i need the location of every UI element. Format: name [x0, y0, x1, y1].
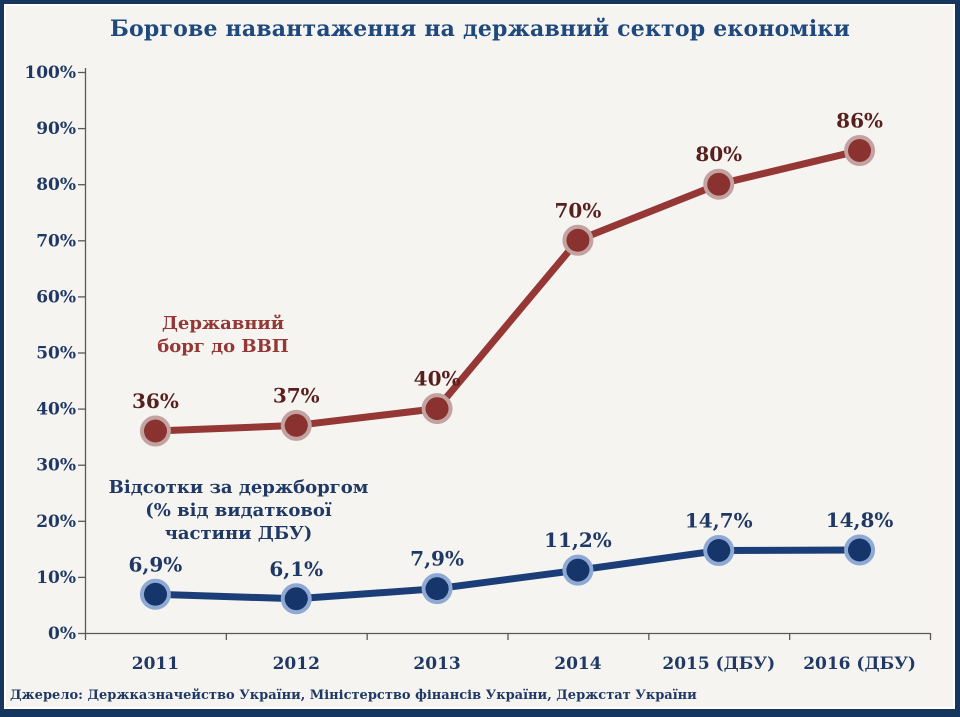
- data-point-ring: [139, 578, 171, 610]
- y-tick-label: 10%: [36, 568, 76, 588]
- data-point-marker: [848, 538, 872, 562]
- data-point-marker: [707, 539, 731, 563]
- data-point-label: 7,9%: [410, 547, 464, 571]
- data-point-marker: [284, 413, 308, 437]
- data-point-ring: [280, 583, 312, 615]
- data-point-label: 14,8%: [826, 508, 894, 532]
- data-point-ring: [703, 535, 735, 567]
- y-tick-label: 60%: [36, 287, 76, 307]
- data-point-ring: [844, 135, 876, 167]
- data-point-ring: [421, 573, 453, 605]
- x-axis-label: 2011: [132, 654, 179, 674]
- chart-title: Боргове навантаження на державний сектор…: [109, 16, 851, 42]
- series-line-0: [151, 147, 864, 435]
- data-point-ring: [562, 224, 594, 256]
- y-tick-label: 20%: [36, 512, 76, 532]
- y-tick-label: 0%: [48, 624, 76, 644]
- y-tick-label: 30%: [36, 456, 76, 476]
- data-point-label: 11,2%: [544, 528, 612, 552]
- y-tick-label: 70%: [36, 231, 76, 251]
- y-tick-label: 50%: [36, 344, 76, 364]
- x-axis-label: 2016 (ДБУ): [803, 654, 916, 674]
- data-point-marker: [566, 228, 590, 252]
- data-point-marker: [284, 587, 308, 611]
- series-line-1: [151, 546, 864, 603]
- y-tick-label: 40%: [36, 400, 76, 420]
- x-axis-label: 2012: [273, 654, 320, 674]
- data-point-ring: [139, 415, 171, 447]
- data-point-label: 36%: [132, 389, 179, 413]
- data-point-marker: [425, 577, 449, 601]
- data-point-label: 37%: [273, 383, 320, 407]
- data-point-marker: [143, 419, 167, 443]
- data-point-ring: [280, 409, 312, 441]
- data-point-label: 80%: [695, 142, 742, 166]
- source-note: Джерело: Держказначейство України, Мініс…: [10, 688, 697, 703]
- data-point-label: 6,1%: [269, 557, 323, 581]
- data-point-label: 40%: [414, 367, 461, 391]
- data-point-label: 14,7%: [685, 509, 753, 533]
- legend-interest-share: Відсотки за держборгом (% від видаткової…: [108, 477, 369, 544]
- y-tick-label: 80%: [36, 175, 76, 195]
- data-point-ring: [844, 534, 876, 566]
- data-point-marker: [707, 172, 731, 196]
- y-tick-label: 100%: [24, 63, 76, 83]
- data-point-ring: [703, 168, 735, 200]
- data-point-label: 70%: [554, 198, 601, 222]
- x-axis-label: 2013: [413, 654, 460, 674]
- data-point-label: 6,9%: [129, 552, 183, 576]
- data-point-ring: [421, 393, 453, 425]
- data-point-marker: [848, 139, 872, 163]
- x-axis-label: 2014: [554, 654, 601, 674]
- data-point-marker: [566, 558, 590, 582]
- data-point-ring: [562, 554, 594, 586]
- data-point-label: 86%: [836, 109, 883, 133]
- x-axis-label: 2015 (ДБУ): [662, 654, 775, 674]
- legend-debt-to-gdp: Державний борг до ВВП: [157, 313, 289, 357]
- data-point-marker: [425, 397, 449, 421]
- y-tick-label: 90%: [36, 119, 76, 139]
- data-point-marker: [143, 582, 167, 606]
